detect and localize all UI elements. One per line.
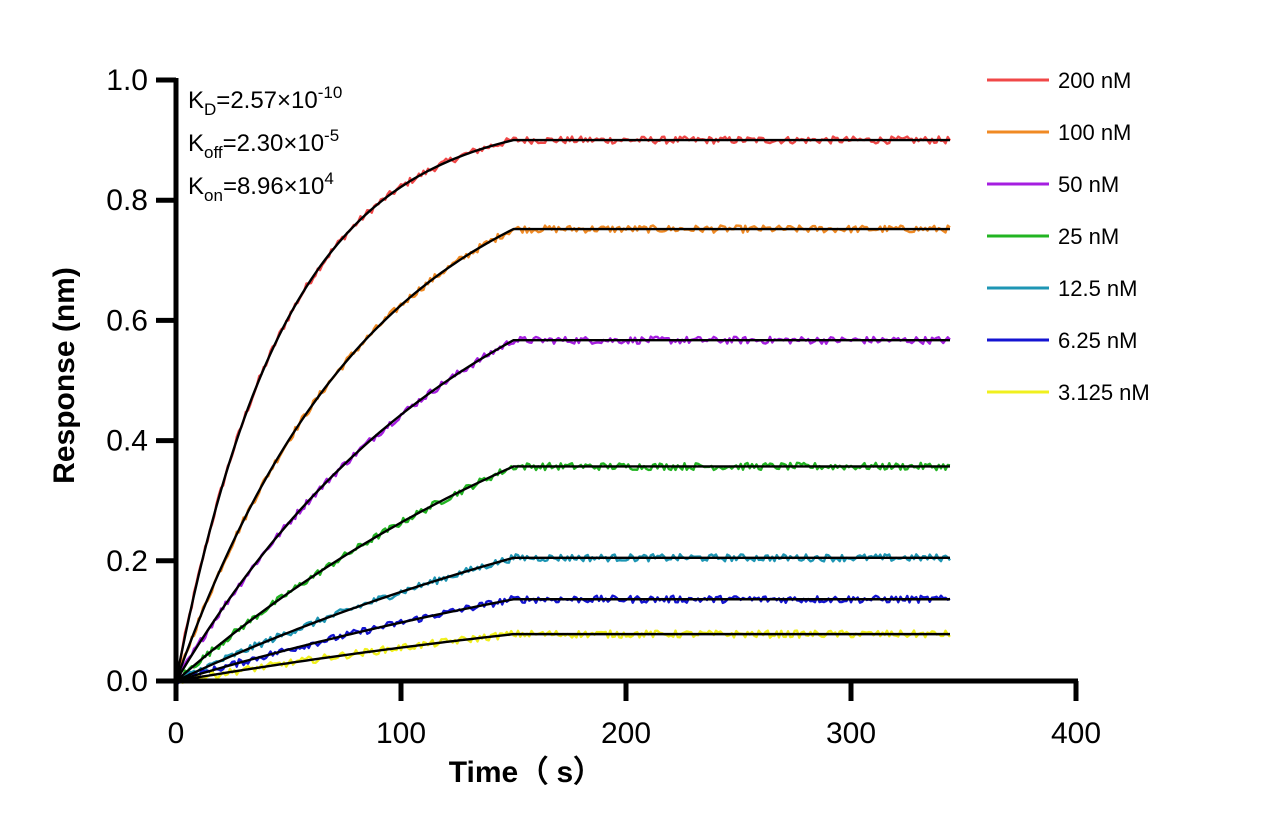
kinetic-value: =2.30×10 bbox=[223, 130, 324, 157]
legend-label: 50 nM bbox=[1058, 172, 1119, 197]
y-tick-label: 0.0 bbox=[106, 665, 148, 698]
kinetic-constant: Kon=8.96×104 bbox=[188, 169, 334, 205]
kinetic-constant: KD=2.57×10-10 bbox=[188, 83, 342, 119]
axes: 0.0 0.2 0.4 0.6 0.8 1.0 0 100 200 300 400 Time（ s） R… bbox=[48, 64, 1101, 789]
y-axis-title: Response (nm) bbox=[48, 267, 81, 484]
x-axis-title: Time（ s） bbox=[449, 755, 604, 789]
y-tick-label: 0.2 bbox=[106, 545, 148, 578]
kinetic-subscript: on bbox=[204, 186, 223, 205]
legend-label: 200 nM bbox=[1058, 68, 1131, 93]
fit-line-6 bbox=[175, 598, 950, 683]
y-tick-label: 0.6 bbox=[106, 304, 148, 337]
x-tick-label: 200 bbox=[601, 717, 651, 750]
plot-area bbox=[174, 135, 952, 685]
fit-line-1 bbox=[174, 138, 950, 682]
fit-line-7 bbox=[175, 632, 950, 683]
x-tick-label: 400 bbox=[1051, 717, 1101, 750]
x-tick-label: 100 bbox=[376, 717, 426, 750]
kinetic-symbol: K bbox=[188, 173, 204, 200]
series-line-3 bbox=[174, 335, 951, 682]
legend-label: 25 nM bbox=[1058, 224, 1119, 249]
series-line-2 bbox=[174, 224, 951, 682]
kinetic-exponent: -10 bbox=[318, 83, 343, 102]
kinetic-exponent: -5 bbox=[324, 126, 339, 145]
kinetic-symbol: K bbox=[188, 87, 204, 114]
kinetic-value: =8.96×10 bbox=[223, 173, 324, 200]
y-tick-label: 0.4 bbox=[106, 425, 148, 458]
x-tick-label: 0 bbox=[168, 717, 185, 750]
series-line-7 bbox=[175, 629, 951, 684]
series-line-6 bbox=[175, 594, 951, 685]
legend-label: 6.25 nM bbox=[1058, 328, 1138, 353]
y-tick-label: 0.8 bbox=[106, 184, 148, 217]
kinetic-subscript: D bbox=[204, 100, 216, 119]
legend-label: 3.125 nM bbox=[1058, 380, 1150, 405]
kinetic-subscript: off bbox=[204, 143, 223, 162]
legend-label: 100 nM bbox=[1058, 120, 1131, 145]
kinetic-value: =2.57×10 bbox=[216, 87, 317, 114]
fit-line-2 bbox=[174, 227, 950, 682]
kinetic-exponent: 4 bbox=[324, 169, 333, 188]
fit-line-4 bbox=[175, 465, 950, 682]
fit-line-5 bbox=[175, 556, 950, 683]
y-tick-label: 1.0 bbox=[106, 64, 148, 97]
x-tick-label: 300 bbox=[826, 717, 876, 750]
kinetic-constant: Koff=2.30×10-5 bbox=[188, 126, 339, 162]
legend-label: 12.5 nM bbox=[1058, 276, 1138, 301]
series-line-4 bbox=[174, 461, 951, 682]
legend: 200 nM 100 nM 50 nM 25 nM 12.5 nM 6.25 nM 3.12… bbox=[987, 68, 1150, 405]
kinetic-symbol: K bbox=[188, 130, 204, 157]
fit-line-3 bbox=[174, 339, 950, 682]
